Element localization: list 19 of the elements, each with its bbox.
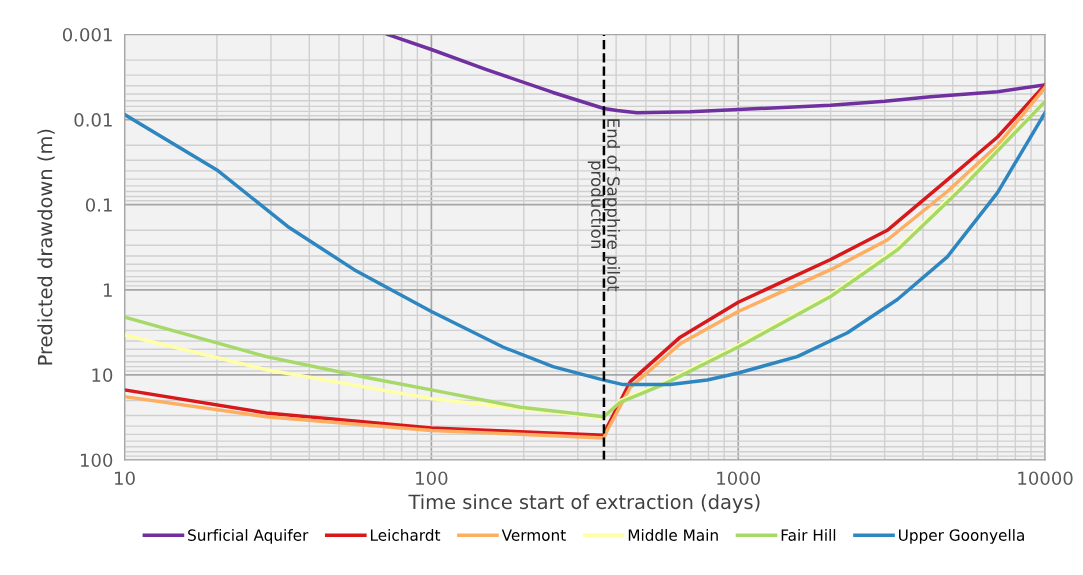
x-tick-label: 100 (416, 471, 448, 486)
y-tick-label: 10 (92, 368, 113, 383)
ref-line-label: End of Sapphire pilot production (587, 119, 621, 292)
legend-label: Surficial Aquifer (188, 529, 309, 544)
y-axis-title: Predicted drawdown (m) (37, 129, 55, 365)
y-tick-label: 0.01 (74, 113, 112, 127)
x-tick-label: 10000 (1018, 471, 1073, 486)
x-tick-label: 10 (115, 471, 135, 486)
y-tick-label: 100 (80, 453, 113, 468)
y-tick-label: 0.001 (62, 27, 112, 42)
legend-label: Vermont (501, 529, 566, 541)
y-tick-label: 0.1 (85, 198, 112, 212)
x-tick-label: 1000 (717, 471, 761, 486)
legend-label: Fair Hill (781, 529, 836, 541)
x-axis-title: Time since start of extraction (days) (408, 494, 760, 513)
y-tick-label: 1 (103, 283, 112, 297)
legend-label: Upper Goonyella (899, 529, 1024, 544)
legend-label: Leichardt (370, 529, 441, 541)
legend-label: Middle Main (628, 529, 718, 541)
